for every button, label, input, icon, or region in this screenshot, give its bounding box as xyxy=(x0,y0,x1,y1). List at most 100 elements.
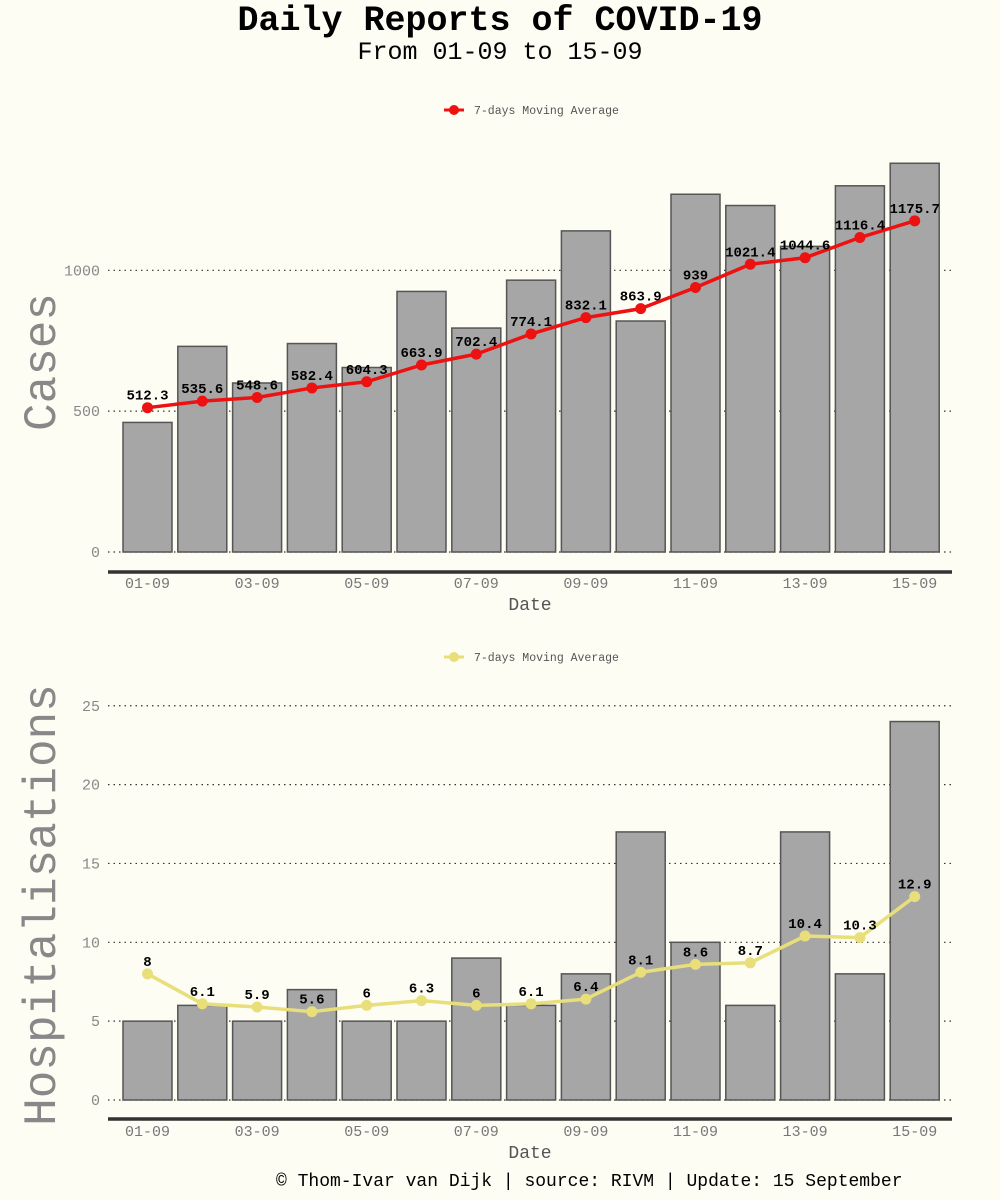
data-label: 6.3 xyxy=(409,982,434,998)
data-label: 1021.4 xyxy=(725,245,775,261)
y-tick-label: 10 xyxy=(82,935,100,952)
moving-average-point xyxy=(635,966,647,978)
moving-average-point xyxy=(416,359,427,371)
moving-average-point xyxy=(854,932,866,944)
data-label: 10.4 xyxy=(788,917,822,933)
legend-marker xyxy=(449,652,459,662)
x-tick-label: 07-09 xyxy=(454,1124,499,1141)
moving-average-point xyxy=(306,382,318,394)
data-label: 774.1 xyxy=(510,315,552,331)
x-tick-label: 05-09 xyxy=(344,1124,389,1141)
data-label: 535.6 xyxy=(181,382,223,398)
moving-average-point xyxy=(142,402,153,414)
moving-average-point xyxy=(416,995,427,1007)
chart-title: Daily Reports of COVID-19 xyxy=(237,1,763,41)
data-label: 1116.4 xyxy=(835,219,885,235)
bar xyxy=(231,1020,283,1101)
data-label: 863.9 xyxy=(620,290,662,306)
chart-subtitle: From 01-09 to 15-09 xyxy=(357,38,643,67)
data-label: 1044.6 xyxy=(780,239,830,255)
x-tick-label: 13-09 xyxy=(783,1124,828,1141)
bar xyxy=(505,1004,557,1101)
data-label: 8.6 xyxy=(683,945,708,961)
x-tick-label: 03-09 xyxy=(235,576,280,593)
moving-average-point xyxy=(361,999,373,1011)
x-tick-label: 11-09 xyxy=(673,1124,718,1141)
moving-average-point xyxy=(470,999,482,1011)
bar xyxy=(560,230,612,553)
moving-average-point xyxy=(142,968,153,980)
moving-average-point xyxy=(690,958,701,970)
hospitalisations-chart: 0 5 10 15 20 25 01-09 03-09 05-09 07-09 09-09 11-09… xyxy=(17,652,952,1164)
moving-average-point xyxy=(361,376,373,388)
moving-average-point xyxy=(196,395,208,407)
bar xyxy=(889,162,940,553)
y-tick-label: 20 xyxy=(82,778,100,795)
bar xyxy=(505,279,557,553)
x-tick-label: 11-09 xyxy=(673,576,718,593)
data-label: 6.1 xyxy=(190,985,215,1001)
bar xyxy=(615,320,666,553)
moving-average-point xyxy=(251,391,263,403)
x-tick-label: 07-09 xyxy=(454,576,499,593)
bar xyxy=(396,290,447,553)
bar xyxy=(451,327,502,553)
moving-average-point xyxy=(799,930,811,942)
moving-average-point xyxy=(580,993,592,1005)
x-axis-label: Date xyxy=(508,596,551,616)
data-label: 5.9 xyxy=(244,988,269,1004)
moving-average-point xyxy=(744,258,756,270)
bar xyxy=(615,831,666,1101)
data-label: 702.4 xyxy=(455,335,497,351)
bar xyxy=(231,382,283,553)
x-tick-label: 01-09 xyxy=(125,576,170,593)
moving-average-point xyxy=(635,303,647,315)
data-label: 6 xyxy=(472,986,480,1002)
x-axis-label: Date xyxy=(508,1144,551,1164)
data-label: 8 xyxy=(143,955,151,971)
moving-average-point xyxy=(854,232,866,244)
bar xyxy=(396,1020,447,1101)
bar xyxy=(286,342,338,553)
bar xyxy=(560,973,612,1101)
data-label: 5.6 xyxy=(299,993,324,1009)
cases-chart: 0 500 1000 01-09 03-09 05-09 07-09 09-09 11-09 13… xyxy=(17,105,952,616)
moving-average-point xyxy=(306,1006,318,1018)
bar xyxy=(341,366,392,553)
bar xyxy=(670,193,721,553)
legend-marker xyxy=(449,105,459,115)
y-tick-label: 5 xyxy=(91,1014,100,1031)
bar xyxy=(177,345,228,553)
legend-label: 7-days Moving Average xyxy=(474,105,619,118)
bar xyxy=(779,245,831,553)
moving-average-point xyxy=(909,891,921,903)
bar xyxy=(177,1004,228,1101)
data-label: 512.3 xyxy=(126,389,168,405)
data-label: 8.7 xyxy=(738,944,763,960)
y-axis-label: Cases xyxy=(17,293,69,431)
x-tick-label: 09-09 xyxy=(563,1124,608,1141)
x-tick-label: 09-09 xyxy=(563,576,608,593)
y-tick-label: 25 xyxy=(82,699,100,716)
bar xyxy=(834,973,886,1101)
moving-average-point xyxy=(799,252,811,264)
y-axis-label: Hospitalisations xyxy=(17,684,69,1126)
moving-average-point xyxy=(251,1001,263,1013)
x-tick-label: 15-09 xyxy=(892,576,937,593)
bar xyxy=(889,720,940,1101)
data-label: 6.1 xyxy=(518,985,543,1001)
y-tick-label: 1000 xyxy=(64,263,100,280)
y-tick-label: 15 xyxy=(82,856,100,873)
y-tick-label: 0 xyxy=(91,1093,100,1110)
moving-average-point xyxy=(744,957,756,969)
data-label: 12.9 xyxy=(898,878,932,894)
bar xyxy=(779,831,831,1101)
moving-average-point xyxy=(580,312,592,324)
x-tick-label: 05-09 xyxy=(344,576,389,593)
data-label: 663.9 xyxy=(400,346,442,362)
data-label: 10.3 xyxy=(843,919,877,935)
x-tick-label: 15-09 xyxy=(892,1124,937,1141)
bar xyxy=(834,185,886,553)
bar xyxy=(122,1020,173,1101)
data-label: 832.1 xyxy=(565,299,607,315)
